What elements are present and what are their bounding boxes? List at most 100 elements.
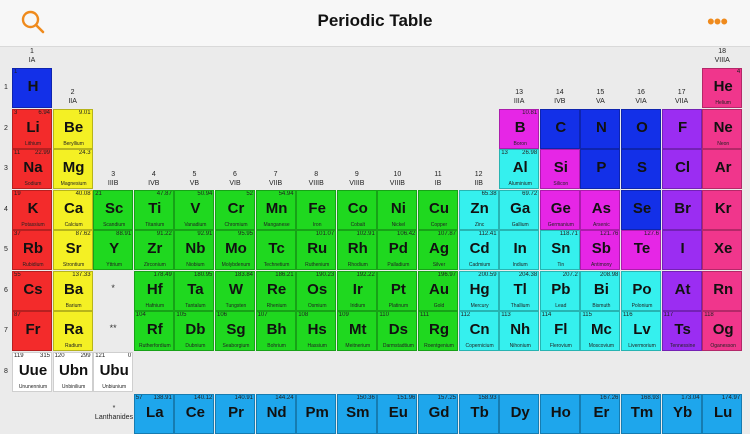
element-cell-si[interactable]: Si Silicon	[539, 149, 580, 189]
element-cell-pm[interactable]: Pm	[296, 394, 337, 434]
element-cell-na[interactable]: 11 22.99 Na Sodium	[12, 149, 52, 189]
element-cell-re[interactable]: 186.21 Re Rhenium	[255, 270, 296, 311]
element-cell-p[interactable]: P	[580, 149, 621, 189]
more-options-icon[interactable]: •••	[706, 9, 728, 34]
element-cell-cl[interactable]: Cl	[661, 149, 702, 189]
element-cell-uue[interactable]: 119 315 Uue Ununennium	[12, 351, 52, 392]
element-cell-ga[interactable]: 69.72 Ga Gallium	[499, 189, 540, 230]
element-cell-li[interactable]: 3 6.94 Li Lithium	[12, 108, 52, 149]
element-cell-hf[interactable]: 178.49 Hf Hafnium	[133, 270, 174, 311]
element-cell-zr[interactable]: 91.22 Zr Zirconium	[133, 230, 174, 270]
element-cell-lu[interactable]: 174.97 Lu	[702, 394, 743, 434]
element-cell-yb[interactable]: 173.04 Yb	[661, 394, 702, 434]
element-cell-eu[interactable]: 151.96 Eu	[377, 394, 418, 434]
element-cell-ra[interactable]: Ra Radium	[52, 311, 93, 351]
element-cell-au[interactable]: 196.97 Au Gold	[418, 270, 458, 311]
element-cell-er[interactable]: 167.26 Er	[580, 394, 621, 434]
element-cell-sr[interactable]: 87.62 Sr Strontium	[52, 230, 93, 270]
element-cell-hs[interactable]: 108 Hs Hassium	[296, 311, 337, 351]
element-cell-hg[interactable]: 200.59 Hg Mercury	[458, 270, 499, 311]
element-cell-rn[interactable]: Rn	[702, 270, 743, 311]
element-cell-sc[interactable]: 21 Sc Scandium	[93, 189, 134, 230]
element-cell-nb[interactable]: 92.91 Nb Niobium	[174, 230, 215, 270]
element-cell-sm[interactable]: 150.36 Sm	[336, 394, 377, 434]
element-cell-xe[interactable]: Xe	[702, 230, 743, 270]
element-cell-kr[interactable]: Kr	[702, 189, 743, 230]
element-cell-ag[interactable]: 107.87 Ag Silver	[418, 230, 458, 270]
element-cell-db[interactable]: 105 Db Dubnium	[174, 311, 215, 351]
element-cell-cd[interactable]: 112.41 Cd Cadmium	[458, 230, 499, 270]
element-cell-ds[interactable]: 110 Ds Darmstadtium	[377, 311, 418, 351]
element-cell-cs[interactable]: 55 Cs	[12, 270, 52, 311]
element-cell-al[interactable]: 13 26.98 Al Aluminium	[499, 149, 540, 189]
element-cell-ge[interactable]: Ge Germanium	[539, 189, 580, 230]
element-cell-as[interactable]: As Arsenic	[580, 189, 621, 230]
element-cell-ba[interactable]: 137.33 Ba Barium	[52, 270, 93, 311]
element-cell-fr[interactable]: 87 Fr	[12, 311, 52, 351]
element-cell-in[interactable]: In Indium	[499, 230, 540, 270]
element-cell-at[interactable]: At	[661, 270, 702, 311]
element-cell-sg[interactable]: 106 Sg Seaborgium	[215, 311, 255, 351]
element-cell-ar[interactable]: Ar	[702, 149, 743, 189]
element-cell-y[interactable]: 88.91 Y Yttrium	[93, 230, 134, 270]
element-cell-nh[interactable]: 113 Nh Nihonium	[499, 311, 540, 351]
element-cell-ce[interactable]: 140.12 Ce	[174, 394, 215, 434]
element-cell-ti[interactable]: 47.87 Ti Titanium	[133, 189, 174, 230]
element-cell-tl[interactable]: 204.38 Tl Thallium	[499, 270, 540, 311]
element-cell-cn[interactable]: 112 Cn Copernicium	[458, 311, 499, 351]
element-cell-sb[interactable]: 121.76 Sb Antimony	[580, 230, 621, 270]
element-cell-ts[interactable]: 117 Ts Tennessine	[661, 311, 702, 351]
element-cell-ni[interactable]: Ni Nickel	[377, 189, 418, 230]
element-cell-bi[interactable]: 208.98 Bi Bismuth	[580, 270, 621, 311]
element-cell-ta[interactable]: 180.95 Ta Tantalum	[174, 270, 215, 311]
element-cell-n[interactable]: N	[580, 108, 621, 149]
element-cell-cr[interactable]: 52 Cr Chromium	[215, 189, 255, 230]
element-cell-br[interactable]: Br	[661, 189, 702, 230]
element-cell-rb[interactable]: 37 Rb Rubidium	[12, 230, 52, 270]
element-cell-rg[interactable]: 111 Rg Roentgenium	[418, 311, 458, 351]
element-cell-tc[interactable]: Tc Technetium	[255, 230, 296, 270]
element-cell-pt[interactable]: Pt Platinum	[377, 270, 418, 311]
element-cell-be[interactable]: 9.01 Be Beryllium	[52, 108, 93, 149]
element-cell-fe[interactable]: Fe Iron	[296, 189, 337, 230]
element-cell-v[interactable]: 50.94 V Vanadium	[174, 189, 215, 230]
element-cell-f[interactable]: F	[661, 108, 702, 149]
element-cell-po[interactable]: Po Polonium	[621, 270, 661, 311]
element-cell-te[interactable]: 127.6 Te	[621, 230, 661, 270]
element-cell-gd[interactable]: 157.25 Gd	[418, 394, 458, 434]
element-cell-co[interactable]: Co Cobalt	[336, 189, 377, 230]
element-cell-c[interactable]: C	[539, 108, 580, 149]
element-cell-pb[interactable]: 207.2 Pb Lead	[539, 270, 580, 311]
element-cell-os[interactable]: 190.23 Os Osmium	[296, 270, 337, 311]
element-cell-s[interactable]: S	[621, 149, 661, 189]
element-cell-zn[interactable]: 65.38 Zn Zinc	[458, 189, 499, 230]
element-cell-mg[interactable]: 24.3 Mg Magnesium	[52, 149, 93, 189]
element-cell-ru[interactable]: 101.07 Ru Ruthenium	[296, 230, 337, 270]
element-cell-mn[interactable]: 54.94 Mn Manganese	[255, 189, 296, 230]
element-cell-og[interactable]: 118 Og Oganesson	[702, 311, 743, 351]
element-cell-mo[interactable]: 95.95 Mo Molybdenum	[215, 230, 255, 270]
element-cell-k[interactable]: 19 K Potassium	[12, 189, 52, 230]
element-cell-cu[interactable]: Cu Copper	[418, 189, 458, 230]
element-cell-tm[interactable]: 168.93 Tm	[621, 394, 661, 434]
element-cell-ne[interactable]: Ne Neon	[702, 108, 743, 149]
search-icon[interactable]	[20, 9, 46, 35]
element-cell-ir[interactable]: 192.22 Ir Iridium	[336, 270, 377, 311]
element-cell-rf[interactable]: 104 Rf Rutherfordium	[133, 311, 174, 351]
element-cell-o[interactable]: O	[621, 108, 661, 149]
element-cell-ubu[interactable]: 121 0 Ubu Unbiunium	[93, 351, 134, 392]
element-cell-ho[interactable]: Ho	[539, 394, 580, 434]
element-cell-he[interactable]: 4 He Helium	[702, 68, 743, 108]
element-cell-rh[interactable]: 102.91 Rh Rhodium	[336, 230, 377, 270]
element-cell-bh[interactable]: 107 Bh Bohrium	[255, 311, 296, 351]
element-cell-lv[interactable]: 116 Lv Livermorium	[621, 311, 661, 351]
element-cell-w[interactable]: 183.84 W Tungsten	[215, 270, 255, 311]
element-cell-sn[interactable]: 118.71 Sn Tin	[539, 230, 580, 270]
element-cell-se[interactable]: Se	[621, 189, 661, 230]
element-cell-mt[interactable]: 109 Mt Meitnerium	[336, 311, 377, 351]
element-cell-pd[interactable]: 106.42 Pd Palladium	[377, 230, 418, 270]
element-cell-nd[interactable]: 144.24 Nd	[255, 394, 296, 434]
element-cell-ca[interactable]: 40.08 Ca Calcium	[52, 189, 93, 230]
element-cell-la[interactable]: 57 138.91 La	[133, 394, 174, 434]
